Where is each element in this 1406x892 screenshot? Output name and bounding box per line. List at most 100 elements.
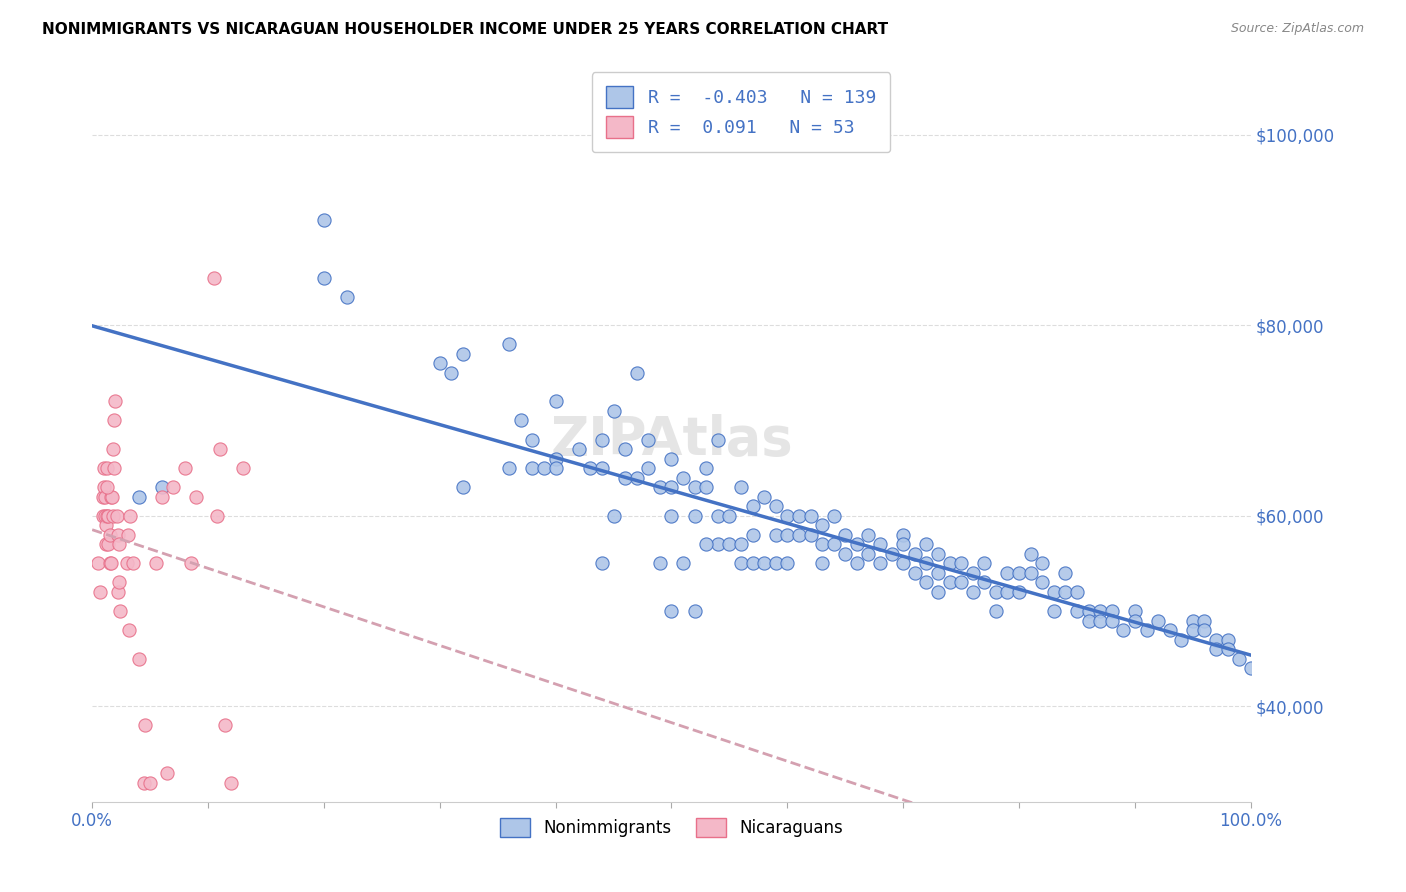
Point <box>96 461 118 475</box>
Point <box>162 480 184 494</box>
Point <box>730 557 752 571</box>
Point <box>1077 604 1099 618</box>
Point <box>173 461 195 475</box>
Point <box>128 490 150 504</box>
Point <box>533 461 555 475</box>
Point <box>707 537 730 551</box>
Point <box>1101 614 1123 628</box>
Point <box>186 490 208 504</box>
Legend: Nonimmigrants, Nicaraguans: Nonimmigrants, Nicaraguans <box>494 812 849 844</box>
Point <box>950 557 973 571</box>
Point <box>823 537 845 551</box>
Point <box>637 433 659 447</box>
Point <box>105 508 128 523</box>
Point <box>1019 566 1042 580</box>
Point <box>120 508 142 523</box>
Point <box>1019 547 1042 561</box>
Point <box>927 585 949 599</box>
Point <box>730 480 752 494</box>
Point <box>661 508 683 523</box>
Point <box>1135 623 1157 637</box>
Point <box>1054 585 1077 599</box>
Point <box>522 433 544 447</box>
Point <box>101 508 124 523</box>
Point <box>741 528 763 542</box>
Point <box>707 433 730 447</box>
Point <box>103 461 125 475</box>
Point <box>156 766 179 780</box>
Point <box>202 270 225 285</box>
Point <box>1181 623 1204 637</box>
Point <box>115 557 138 571</box>
Point <box>498 337 520 351</box>
Point <box>96 508 118 523</box>
Text: NONIMMIGRANTS VS NICARAGUAN HOUSEHOLDER INCOME UNDER 25 YEARS CORRELATION CHART: NONIMMIGRANTS VS NICARAGUAN HOUSEHOLDER … <box>42 22 889 37</box>
Point <box>145 557 167 571</box>
Point <box>128 651 150 665</box>
Point <box>648 557 671 571</box>
Point <box>451 347 474 361</box>
Point <box>1043 585 1066 599</box>
Point <box>94 537 117 551</box>
Point <box>579 461 602 475</box>
Point <box>683 508 706 523</box>
Point <box>754 557 776 571</box>
Point <box>208 442 231 456</box>
Point <box>93 480 115 494</box>
Point <box>938 575 960 590</box>
Point <box>938 557 960 571</box>
Point <box>626 366 648 380</box>
Point <box>962 585 984 599</box>
Point <box>695 537 717 551</box>
Point <box>1008 585 1031 599</box>
Point <box>591 461 613 475</box>
Point <box>568 442 591 456</box>
Point <box>776 508 799 523</box>
Point <box>1194 623 1216 637</box>
Point <box>1205 632 1227 647</box>
Point <box>1123 604 1146 618</box>
Point <box>1181 614 1204 628</box>
Point <box>1159 623 1181 637</box>
Point <box>440 366 463 380</box>
Point <box>134 775 156 789</box>
Point <box>1031 575 1053 590</box>
Point <box>134 718 156 732</box>
Point <box>811 557 834 571</box>
Point <box>108 575 131 590</box>
Point <box>1205 642 1227 657</box>
Point <box>1043 604 1066 618</box>
Point <box>741 499 763 513</box>
Point <box>336 289 359 303</box>
Point <box>101 490 124 504</box>
Point <box>104 394 127 409</box>
Point <box>811 518 834 533</box>
Point <box>451 480 474 494</box>
Point <box>799 508 821 523</box>
Point <box>1054 566 1077 580</box>
Point <box>1066 604 1088 618</box>
Point <box>98 557 121 571</box>
Text: ZIPAtlas: ZIPAtlas <box>550 414 793 466</box>
Point <box>765 557 787 571</box>
Point <box>845 537 868 551</box>
Point <box>637 461 659 475</box>
Point <box>904 547 927 561</box>
Point <box>107 528 129 542</box>
Point <box>915 537 938 551</box>
Point <box>741 557 763 571</box>
Point <box>87 557 110 571</box>
Point <box>602 404 624 418</box>
Point <box>754 490 776 504</box>
Point <box>232 461 254 475</box>
Point <box>811 537 834 551</box>
Point <box>765 528 787 542</box>
Point <box>765 499 787 513</box>
Point <box>648 480 671 494</box>
Point <box>94 508 117 523</box>
Point <box>1147 614 1170 628</box>
Point <box>718 508 741 523</box>
Point <box>498 461 520 475</box>
Point <box>950 575 973 590</box>
Point <box>219 775 242 789</box>
